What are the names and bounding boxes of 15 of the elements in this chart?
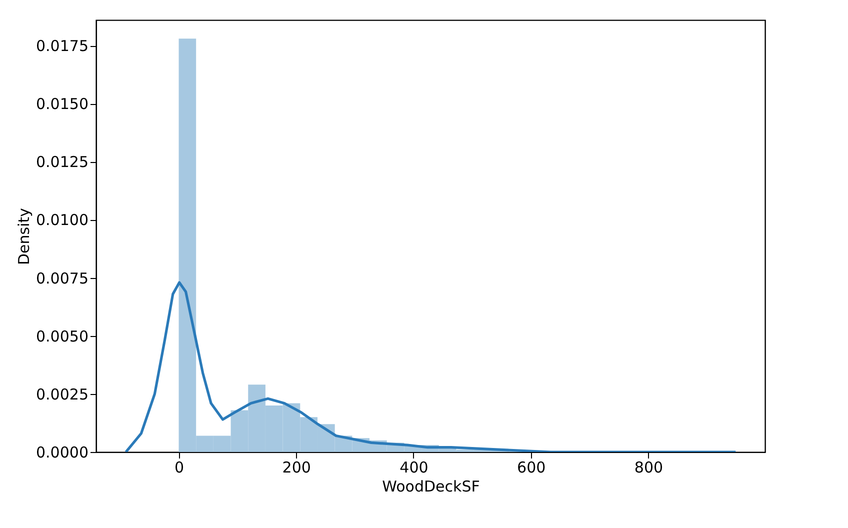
x-tick-label: 0 <box>174 458 184 476</box>
y-tick-label: 0.0050 <box>36 327 88 346</box>
y-tick-label: 0.0175 <box>36 37 88 56</box>
x-tick-label: 400 <box>400 458 428 476</box>
y-tick-label: 0.0000 <box>36 444 88 462</box>
y-tick-label: 0.0150 <box>36 95 88 114</box>
x-axis-title: WoodDeckSF <box>382 478 480 496</box>
y-tick-label: 0.0075 <box>36 269 88 288</box>
x-tick-label: 800 <box>634 458 664 476</box>
x-tick-label: 600 <box>517 458 546 476</box>
x-tick-label: 200 <box>282 458 311 476</box>
y-tick-label: 0.0100 <box>36 211 88 230</box>
y-tick-label: 0.0125 <box>36 153 88 172</box>
y-axis-title: Density <box>15 208 34 266</box>
y-tick-label: 0.0025 <box>36 385 88 404</box>
